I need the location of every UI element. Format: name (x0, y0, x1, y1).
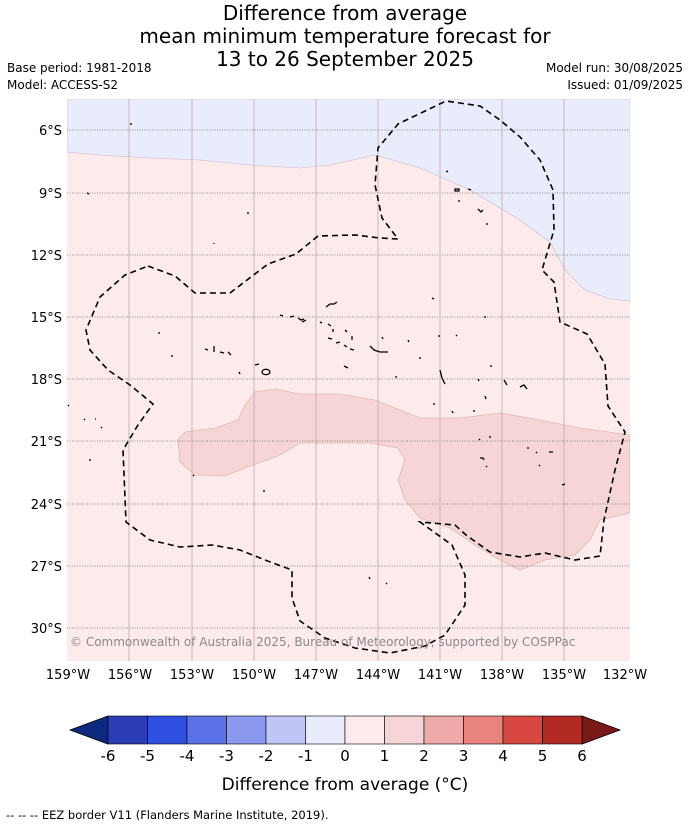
lat-labels: 6°S 9°S 12°S 15°S 18°S 21°S 24°S 27°S 30… (31, 124, 62, 637)
colorbar: -6 -5 -4 -3 -2 -1 0 1 2 3 4 5 6 (68, 715, 622, 765)
colorbar-tick-label: -3 (219, 747, 234, 765)
lat-label-12s: 12°S (31, 249, 62, 264)
lon-label-150w: 150°W (232, 668, 276, 683)
colorbar-box (423, 715, 464, 745)
colorbar-tick-label: -6 (101, 747, 116, 765)
gridlines (67, 99, 630, 661)
issued-date: Issued: 01/09/2025 (567, 78, 683, 92)
colorbar-box (384, 715, 425, 745)
title-line-1: Difference from average (222, 1, 468, 25)
colorbar-box (265, 715, 306, 745)
colorbar-box (226, 715, 267, 745)
lon-label-156w: 156°W (108, 668, 152, 683)
colorbar-box (305, 715, 346, 745)
lat-label-6s: 6°S (39, 124, 62, 139)
model-name: Model: ACCESS-S2 (7, 78, 119, 92)
colorbar-tick-label: 1 (380, 747, 390, 765)
colorbar-tick-label: 3 (459, 747, 469, 765)
lon-label-147w: 147°W (294, 668, 338, 683)
colorbar-extend-right (581, 715, 622, 745)
eez-border (85, 100, 626, 654)
lat-label-21s: 21°S (31, 435, 62, 450)
colorbar-tick-label: -2 (259, 747, 274, 765)
copyright-notice: © Commonwealth of Australia 2025, Bureau… (70, 635, 575, 649)
colorbar-tick-label: 4 (498, 747, 508, 765)
lon-label-132w: 132°W (603, 668, 647, 683)
lat-label-30s: 30°S (31, 622, 62, 637)
colorbar-tick-label: -5 (140, 747, 155, 765)
lat-label-15s: 15°S (31, 311, 62, 326)
colorbar-box (463, 715, 504, 745)
colorbar-box (344, 715, 385, 745)
colorbar-tick-label: 6 (577, 747, 587, 765)
lon-label-135w: 135°W (542, 668, 586, 683)
model-run: Model run: 30/08/2025 (545, 61, 683, 75)
colorbar-box (542, 715, 583, 745)
lon-label-138w: 138°W (480, 668, 524, 683)
lon-label-153w: 153°W (170, 668, 214, 683)
footnote-eez: -- -- -- EEZ border V11 (Flanders Marine… (6, 808, 329, 822)
lat-label-27s: 27°S (31, 560, 62, 575)
base-period: Base period: 1981-2018 (7, 61, 152, 75)
islands (67, 123, 566, 585)
colorbar-tick-label: -4 (180, 747, 195, 765)
colorbar-box (107, 715, 148, 745)
colorbar-tick-label: 0 (340, 747, 350, 765)
lon-label-159w: 159°W (46, 668, 90, 683)
chart-title: Difference from average mean minimum tem… (0, 2, 690, 71)
lat-label-24s: 24°S (31, 498, 62, 513)
colorbar-tick-label: 2 (419, 747, 429, 765)
lat-label-18s: 18°S (31, 373, 62, 388)
meta-right: Model run: 30/08/2025 Issued: 01/09/2025 (546, 60, 683, 94)
colorbar-tick-label: 5 (538, 747, 548, 765)
lat-label-9s: 9°S (39, 187, 62, 202)
anomaly-region-positive-1 (177, 388, 630, 571)
colorbar-box (502, 715, 543, 745)
anomaly-region-negative (67, 99, 630, 302)
meta-left: Base period: 1981-2018 Model: ACCESS-S2 (7, 60, 152, 94)
colorbar-box (186, 715, 227, 745)
lon-label-141w: 141°W (418, 668, 462, 683)
colorbar-tick-label: -1 (298, 747, 313, 765)
colorbar-box (147, 715, 188, 745)
colorbar-label: Difference from average (°C) (222, 775, 469, 795)
title-line-3: 13 to 26 September 2025 (216, 47, 474, 71)
colorbar-extend-left (68, 715, 109, 745)
lon-labels: 159°W 156°W 153°W 150°W 147°W 144°W 141°… (46, 668, 647, 683)
title-line-2: mean minimum temperature forecast for (139, 24, 551, 48)
lon-label-144w: 144°W (356, 668, 400, 683)
